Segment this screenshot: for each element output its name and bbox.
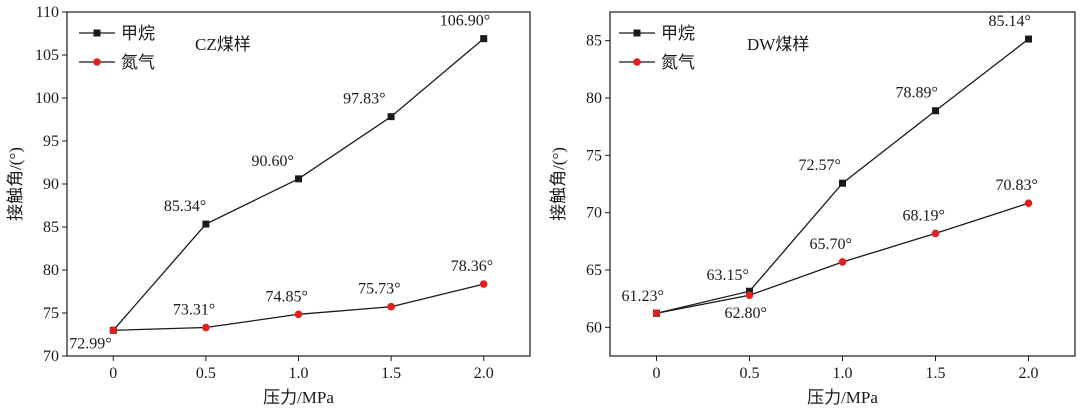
y-tick-label: 95 <box>43 133 59 150</box>
y-axis-title: 接触角/(°) <box>549 147 568 221</box>
data-point-methane <box>387 113 395 121</box>
data-label: 72.99° <box>69 335 111 352</box>
y-tick-label: 85 <box>586 33 602 50</box>
data-point-methane <box>746 287 753 295</box>
data-label: 78.89° <box>896 85 938 102</box>
data-label: 78.36° <box>451 258 493 275</box>
x-tick-label: 0.5 <box>196 365 216 382</box>
data-label: 106.90° <box>440 13 490 30</box>
legend-label: 甲烷 <box>661 24 695 43</box>
data-point-nitrogen <box>479 280 488 288</box>
x-axis-title: 压力/MPa <box>807 388 878 407</box>
panel-title: DW煤样 <box>747 35 809 54</box>
data-label: 72.57° <box>799 157 841 174</box>
x-tick-label: 1.5 <box>926 365 946 382</box>
x-tick-label: 1.0 <box>833 365 853 382</box>
legend-marker-methane <box>93 29 101 37</box>
y-tick-label: 85 <box>43 219 59 236</box>
data-point-nitrogen <box>294 310 303 319</box>
data-label: 63.15° <box>707 267 749 284</box>
data-point-nitrogen <box>931 229 940 238</box>
y-tick-label: 80 <box>586 90 602 107</box>
data-point-nitrogen <box>838 258 847 266</box>
y-tick-label: 105 <box>35 47 59 64</box>
data-point-methane <box>839 179 846 187</box>
x-tick-label: 1.0 <box>289 365 309 382</box>
data-label: 70.83° <box>996 177 1038 194</box>
data-label: 85.34° <box>164 198 206 215</box>
data-point-nitrogen <box>202 323 210 332</box>
y-tick-label: 65 <box>586 262 602 279</box>
x-tick-label: 0.5 <box>740 365 760 382</box>
data-label: 90.60° <box>252 153 294 170</box>
panel-title: CZ煤样 <box>195 35 251 54</box>
x-tick-label: 2.0 <box>1019 365 1039 382</box>
data-label: 85.14° <box>989 13 1031 30</box>
data-label: 73.31° <box>173 302 215 319</box>
data-label: 68.19° <box>903 207 945 224</box>
legend-marker-methane <box>633 29 641 37</box>
y-axis-title: 接触角/(°) <box>6 147 25 221</box>
y-tick-label: 75 <box>43 305 59 322</box>
y-tick-label: 70 <box>43 348 59 365</box>
x-axis-title: 压力/MPa <box>263 388 334 407</box>
data-point-methane <box>295 175 302 183</box>
data-point-nitrogen <box>745 291 754 300</box>
x-tick-label: 2.0 <box>474 365 494 382</box>
legend-marker-nitrogen <box>633 58 641 66</box>
data-point-methane <box>932 107 939 115</box>
legend-marker-nitrogen <box>93 58 101 66</box>
data-point-nitrogen <box>652 309 661 318</box>
data-label: 97.83° <box>343 91 385 108</box>
series-line-methane <box>112 38 485 331</box>
data-point-nitrogen <box>1024 199 1033 207</box>
data-label: 74.85° <box>266 288 308 305</box>
legend-label: 氮气 <box>661 53 695 72</box>
y-tick-label: 110 <box>36 4 59 21</box>
data-label: 65.70° <box>810 236 852 253</box>
data-label: 61.23° <box>622 288 664 305</box>
data-point-nitrogen <box>387 302 395 311</box>
y-tick-label: 100 <box>35 90 59 107</box>
data-label: 75.73° <box>358 281 400 298</box>
data-point-methane <box>1025 35 1032 43</box>
y-tick-label: 90 <box>43 176 59 193</box>
y-tick-label: 60 <box>586 319 602 336</box>
x-tick-label: 0 <box>653 365 661 382</box>
y-tick-label: 80 <box>43 262 59 279</box>
x-tick-label: 1.5 <box>381 365 401 382</box>
y-tick-label: 75 <box>586 147 602 164</box>
y-tick-label: 70 <box>586 205 602 222</box>
legend-label: 氮气 <box>121 53 155 72</box>
legend-label: 甲烷 <box>121 24 155 43</box>
data-point-nitrogen <box>109 326 118 335</box>
x-tick-label: 0 <box>109 365 117 382</box>
data-point-methane <box>480 35 488 43</box>
data-point-methane <box>202 220 210 228</box>
data-label: 62.80° <box>725 305 767 322</box>
